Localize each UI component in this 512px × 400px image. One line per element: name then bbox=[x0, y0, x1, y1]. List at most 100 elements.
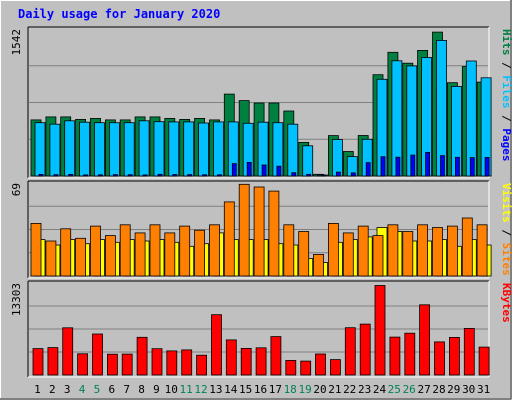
legend-separator: / bbox=[500, 109, 512, 129]
bar-pages-day-17 bbox=[276, 165, 282, 177]
bar-sites-day-8 bbox=[134, 232, 146, 277]
legend-kbytes: KBytes bbox=[500, 283, 512, 323]
bar-pages-day-31 bbox=[484, 156, 490, 177]
x-tick-label-3: 3 bbox=[64, 383, 71, 396]
bar-sites-day-4 bbox=[75, 237, 86, 277]
bar-files-day-13 bbox=[213, 121, 224, 177]
bar-kbytes-day-2 bbox=[47, 347, 59, 376]
chart-title: Daily usage for January 2020 bbox=[18, 7, 220, 21]
bar-sites-day-21 bbox=[327, 222, 339, 277]
legend-entry-visits: Visits bbox=[500, 183, 512, 223]
bar-files-day-3 bbox=[64, 120, 76, 177]
legend-entry-pages: Pages bbox=[500, 128, 512, 161]
bar-kbytes-day-29 bbox=[448, 336, 460, 376]
bar-kbytes-day-5 bbox=[92, 333, 103, 376]
bar-kbytes-day-18 bbox=[285, 359, 297, 376]
bar-pages-day-23 bbox=[365, 162, 371, 177]
x-tick-label-21: 21 bbox=[328, 383, 341, 396]
bar-sites-day-28 bbox=[432, 227, 443, 277]
bar-kbytes-day-27 bbox=[419, 304, 431, 376]
legend-entry-sites: Sites bbox=[500, 243, 512, 276]
bar-sites-day-6 bbox=[105, 235, 116, 277]
bar-sites-day-7 bbox=[119, 224, 131, 277]
x-tick-label-15: 15 bbox=[239, 383, 252, 396]
x-tick-label-26: 26 bbox=[403, 383, 416, 396]
legend-entry-hits: Hits bbox=[500, 29, 512, 56]
bar-sites-day-10 bbox=[164, 232, 176, 277]
bar-sites-day-17 bbox=[268, 190, 280, 277]
bar-kbytes-day-19 bbox=[300, 360, 312, 376]
x-tick-label-28: 28 bbox=[432, 383, 445, 396]
bar-sites-day-26 bbox=[402, 231, 414, 277]
x-tick-label-31: 31 bbox=[477, 383, 490, 396]
bar-kbytes-day-1 bbox=[32, 348, 44, 376]
bar-files-day-1 bbox=[34, 122, 46, 177]
x-tick-label-27: 27 bbox=[417, 383, 430, 396]
legend-hits: Hits / Files / Pages bbox=[500, 29, 512, 162]
bar-sites-day-24 bbox=[372, 235, 384, 277]
x-tick-label-17: 17 bbox=[269, 383, 282, 396]
legend-separator: / bbox=[500, 223, 512, 243]
bar-kbytes-day-21 bbox=[329, 359, 341, 376]
bar-sites-day-14 bbox=[223, 201, 235, 277]
bar-pages-day-9 bbox=[157, 173, 163, 177]
bar-pages-day-24 bbox=[380, 156, 386, 177]
x-tick-label-12: 12 bbox=[194, 383, 207, 396]
bar-sites-day-13 bbox=[209, 224, 220, 277]
x-tick-label-18: 18 bbox=[284, 383, 297, 396]
bar-kbytes-day-10 bbox=[166, 350, 178, 376]
bar-pages-day-6 bbox=[113, 174, 118, 177]
bar-files-day-21 bbox=[331, 139, 343, 177]
bar-sites-day-23 bbox=[357, 225, 369, 277]
bar-kbytes-day-30 bbox=[463, 327, 475, 376]
bar-files-day-2 bbox=[49, 123, 61, 177]
x-tick-label-8: 8 bbox=[138, 383, 145, 396]
bar-files-day-4 bbox=[79, 121, 90, 177]
bar-kbytes-day-12 bbox=[196, 354, 208, 376]
panel-kbytes: 13303 KBytes bbox=[10, 280, 512, 378]
x-tick-label-6: 6 bbox=[108, 383, 115, 396]
x-tick-label-29: 29 bbox=[447, 383, 460, 396]
x-tick-label-20: 20 bbox=[313, 383, 326, 396]
bar-pages-day-20 bbox=[321, 174, 326, 177]
y-max-label-hits: 1542 bbox=[10, 29, 23, 56]
bar-pages-day-15 bbox=[246, 161, 252, 177]
y-max-label-visits: 69 bbox=[10, 183, 23, 196]
bar-kbytes-day-26 bbox=[404, 332, 416, 376]
legend-entry-files: Files bbox=[500, 75, 512, 108]
x-tick-label-9: 9 bbox=[153, 383, 160, 396]
bar-sites-day-27 bbox=[417, 224, 429, 277]
bar-kbytes-day-23 bbox=[359, 323, 371, 376]
bar-pages-day-16 bbox=[261, 164, 267, 177]
bar-sites-day-30 bbox=[461, 217, 473, 277]
legend-visits: Visits / Sites bbox=[500, 183, 512, 276]
bar-kbytes-day-13 bbox=[211, 314, 222, 376]
bar-sites-day-19 bbox=[298, 231, 310, 277]
x-tick-label-13: 13 bbox=[209, 383, 222, 396]
bar-pages-day-22 bbox=[350, 172, 356, 177]
bar-sites-day-3 bbox=[60, 228, 72, 277]
legend-separator: / bbox=[500, 56, 512, 76]
bar-sites-day-15 bbox=[238, 183, 250, 277]
bar-pages-day-1 bbox=[38, 173, 44, 177]
x-tick-label-30: 30 bbox=[462, 383, 475, 396]
x-tick-label-22: 22 bbox=[343, 383, 356, 396]
bar-pages-day-19 bbox=[306, 173, 312, 177]
bar-sites-day-2 bbox=[45, 240, 57, 277]
bar-sites-day-16 bbox=[253, 186, 265, 277]
panel-visits: 69 Visits / Sites bbox=[10, 180, 512, 279]
x-tick-label-1: 1 bbox=[34, 383, 41, 396]
bar-pages-day-28 bbox=[440, 155, 445, 177]
bar-kbytes-day-11 bbox=[181, 349, 193, 376]
bar-kbytes-day-20 bbox=[315, 353, 326, 376]
bar-kbytes-day-15 bbox=[240, 347, 252, 376]
bar-pages-day-3 bbox=[68, 173, 74, 177]
bar-pages-day-12 bbox=[202, 174, 208, 177]
bar-sites-day-25 bbox=[387, 224, 399, 277]
bar-pages-day-4 bbox=[83, 174, 88, 177]
y-max-label-kbytes: 13303 bbox=[10, 283, 23, 316]
x-tick-label-5: 5 bbox=[94, 383, 101, 396]
bar-pages-day-14 bbox=[231, 163, 237, 177]
bar-files-day-11 bbox=[183, 121, 195, 177]
